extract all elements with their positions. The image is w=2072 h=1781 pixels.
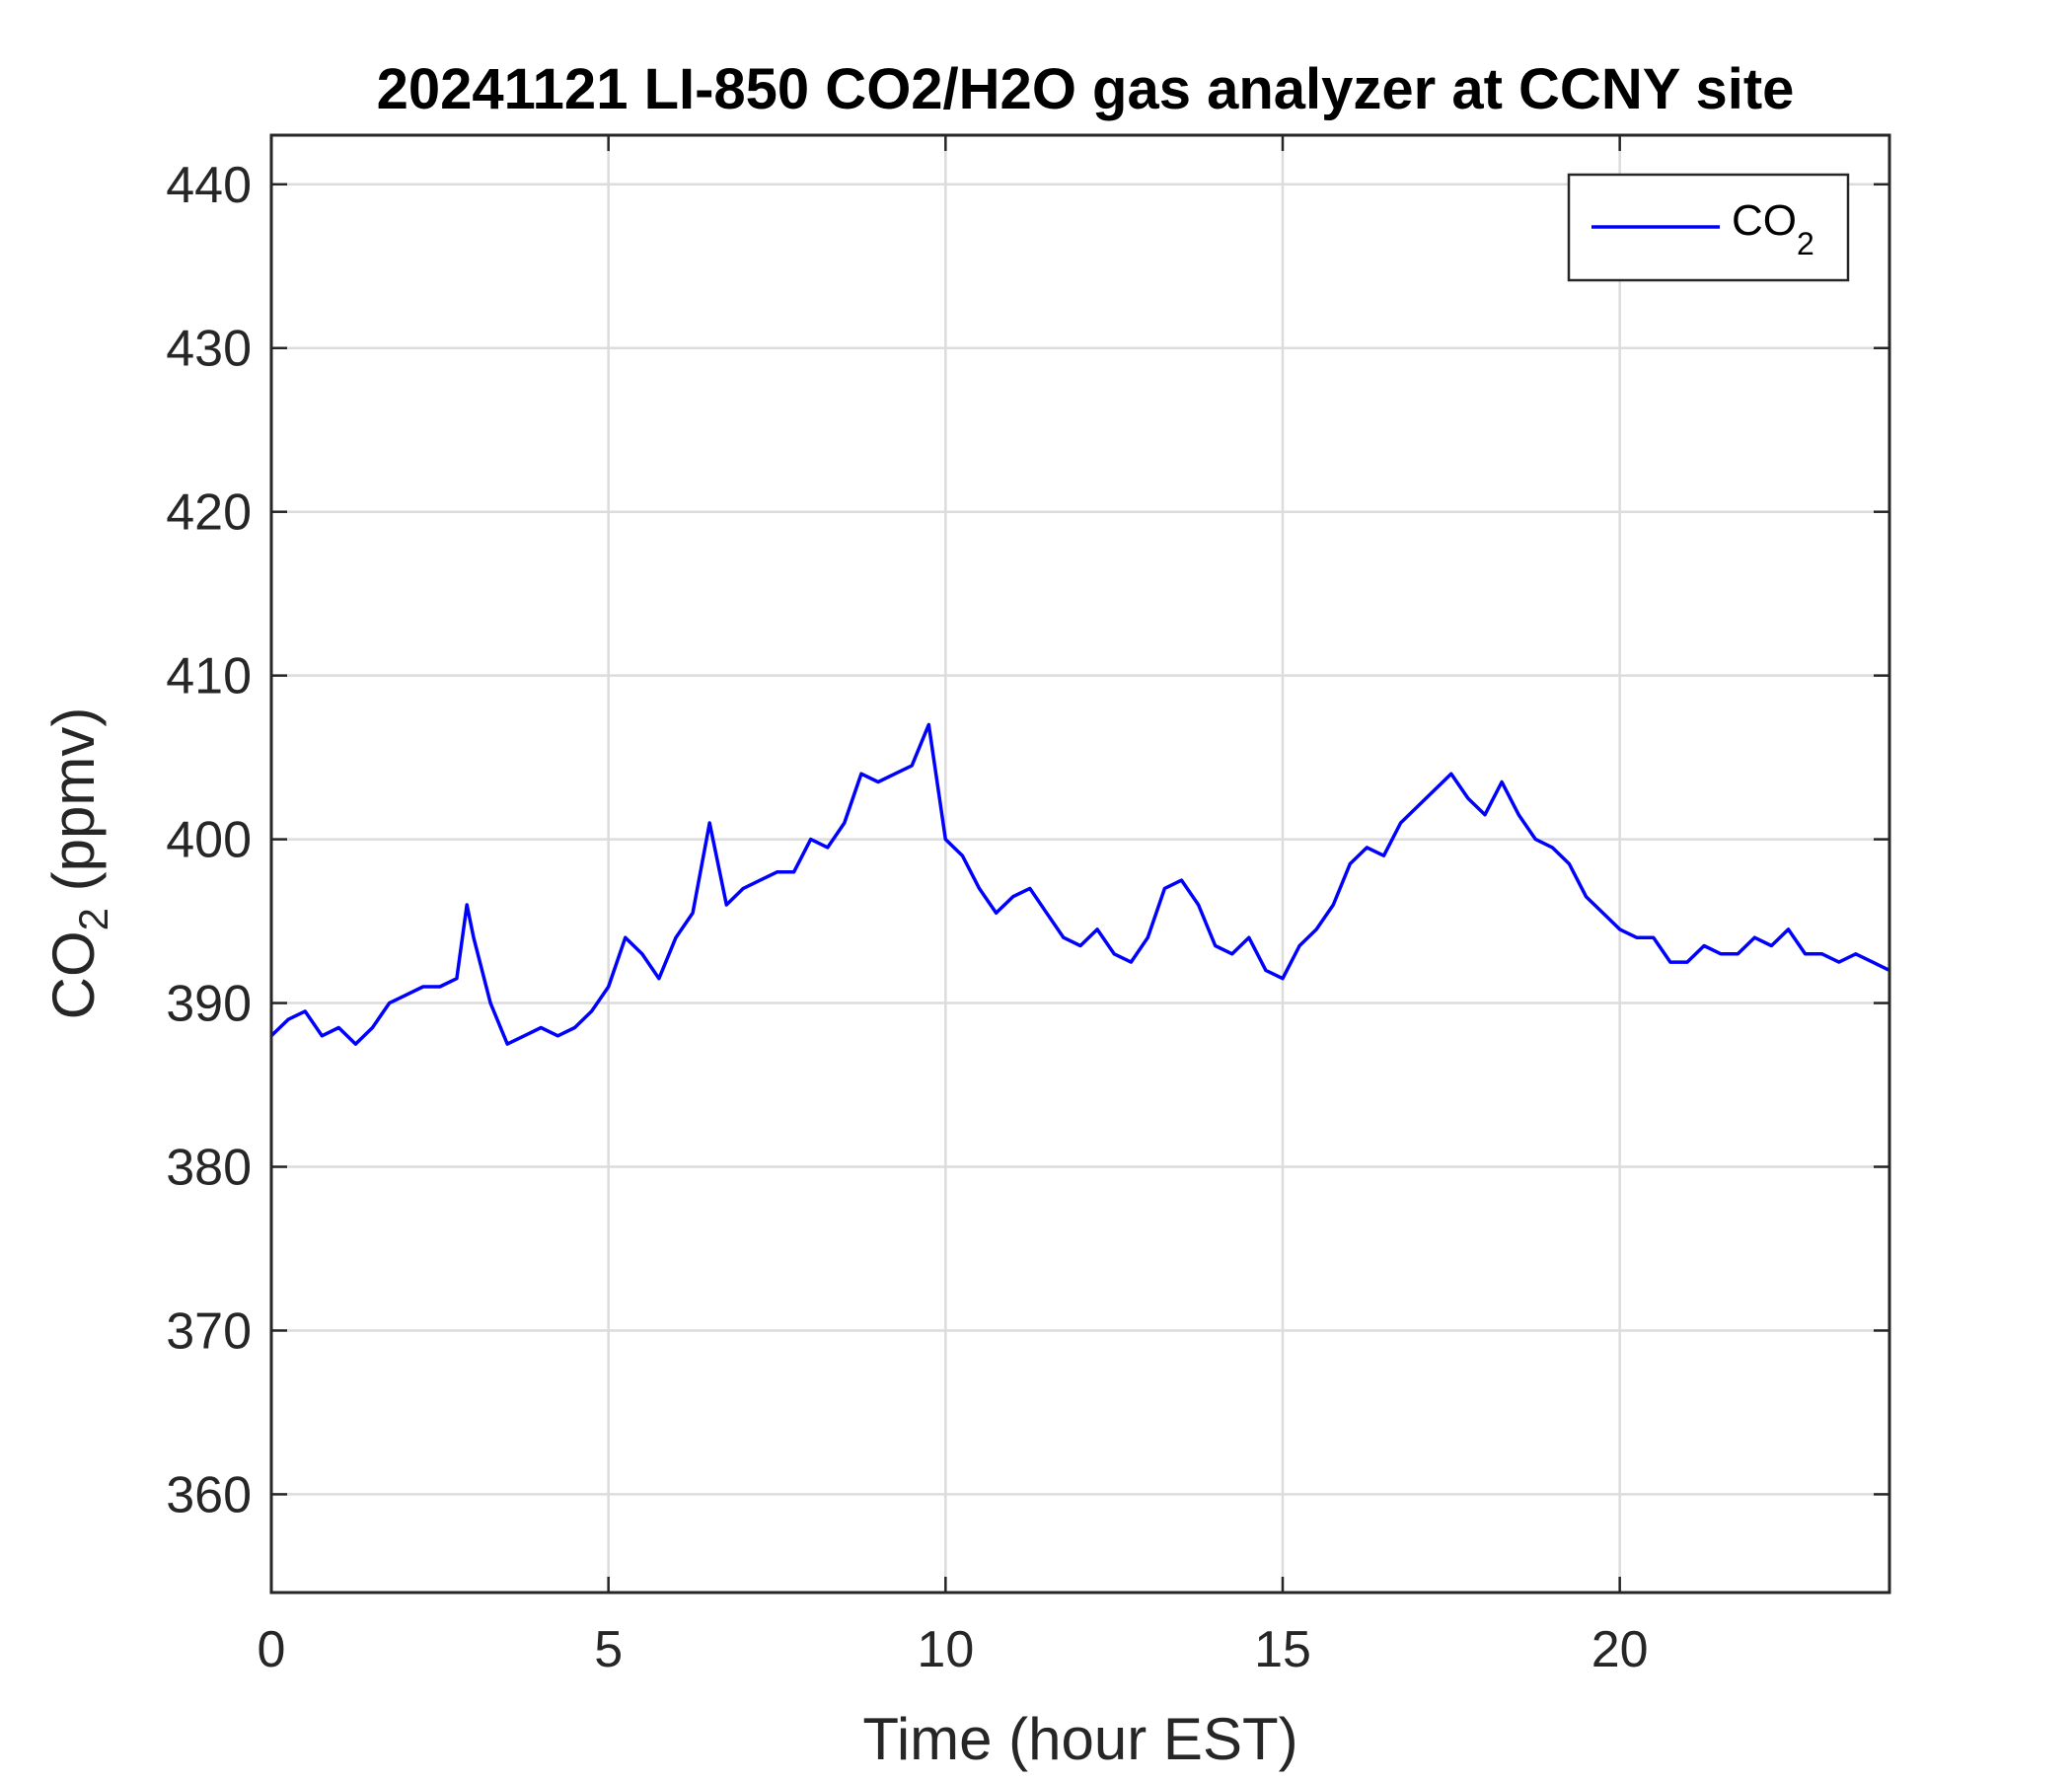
y-axis-label: CO2 (ppmv) (40, 707, 116, 1020)
legend-label-main: CO (1732, 196, 1797, 245)
chart-title: 20241121 LI-850 CO2/H2O gas analyzer at … (377, 57, 1795, 121)
y-tick-label: 370 (166, 1302, 252, 1360)
x-tick-labels: 0 5 10 15 20 (258, 1621, 1649, 1678)
series-layer (269, 722, 1890, 1046)
y-axis-label-main: CO (40, 930, 107, 1019)
y-axis-label-subscript: 2 (70, 908, 116, 930)
x-tick-label: 0 (258, 1621, 286, 1678)
y-tick-label: 380 (166, 1140, 252, 1197)
y-tick-label: 390 (166, 976, 252, 1033)
x-tick-label: 5 (594, 1621, 623, 1678)
y-tick-label: 440 (166, 157, 252, 214)
plot-area (269, 133, 1891, 1595)
x-tick-label: 15 (1254, 1621, 1311, 1678)
y-axis-label-units: (ppmv) (40, 707, 107, 908)
y-tick-label: 410 (166, 648, 252, 705)
y-tick-labels: 360 370 380 390 400 410 420 430 440 (166, 157, 252, 1524)
legend: CO2 (1567, 173, 1850, 282)
plot-frame (269, 133, 1891, 1595)
plot-background (271, 135, 1889, 1593)
y-tick-label: 360 (166, 1466, 252, 1523)
co2-series-line (269, 722, 1890, 1046)
grid-lines (269, 135, 1889, 1593)
x-axis-label: Time (hour EST) (862, 1706, 1297, 1772)
x-tick-label: 20 (1591, 1621, 1649, 1678)
legend-label: CO2 (1732, 196, 1814, 261)
y-tick-label: 430 (166, 321, 252, 378)
legend-label-subscript: 2 (1797, 226, 1814, 261)
tick-marks (269, 135, 1889, 1593)
y-tick-label: 400 (166, 812, 252, 869)
y-tick-label: 420 (166, 484, 252, 542)
x-tick-label: 10 (917, 1621, 974, 1678)
